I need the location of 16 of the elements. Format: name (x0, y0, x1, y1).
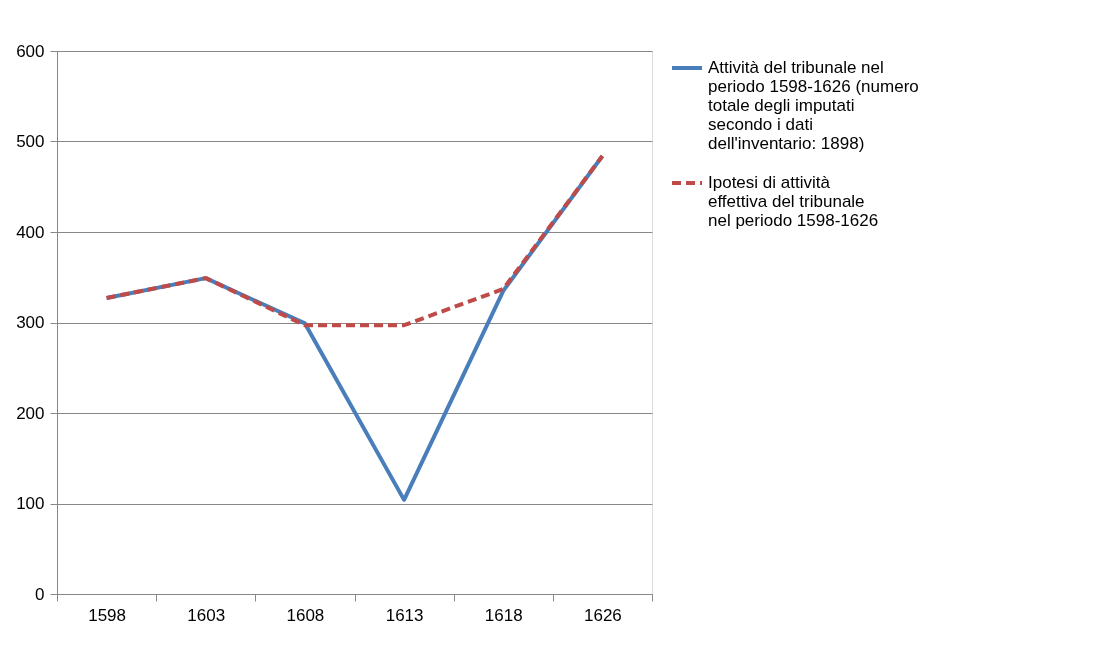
legend-label: Attività del tribunale nel periodo 1598-1626 (numero totale degli imputati secondo i dati dell'inventario: 1898) (708, 58, 919, 153)
x-tick-label: 1618 (484, 605, 523, 625)
x-tick-label: 1603 (187, 605, 226, 625)
y-tick-label: 400 (16, 222, 45, 242)
y-tick-label: 200 (16, 403, 45, 423)
y-tick-label: 300 (16, 313, 45, 332)
y-tick-label: 0 (35, 584, 45, 604)
x-tick-label: 1613 (385, 605, 424, 625)
x-tick-label: 1626 (584, 605, 622, 625)
y-tick-label: 100 (16, 494, 45, 513)
legend-label: Ipotesi di attività effettiva del tribunale nel periodo 1598-1626 (708, 173, 879, 230)
line-series (104, 153, 605, 328)
x-tick-label: 1598 (88, 605, 126, 625)
y-tick-label: 600 (16, 41, 45, 61)
x-tick-label: 1608 (286, 605, 325, 625)
y-tick-label: 500 (16, 132, 45, 151)
